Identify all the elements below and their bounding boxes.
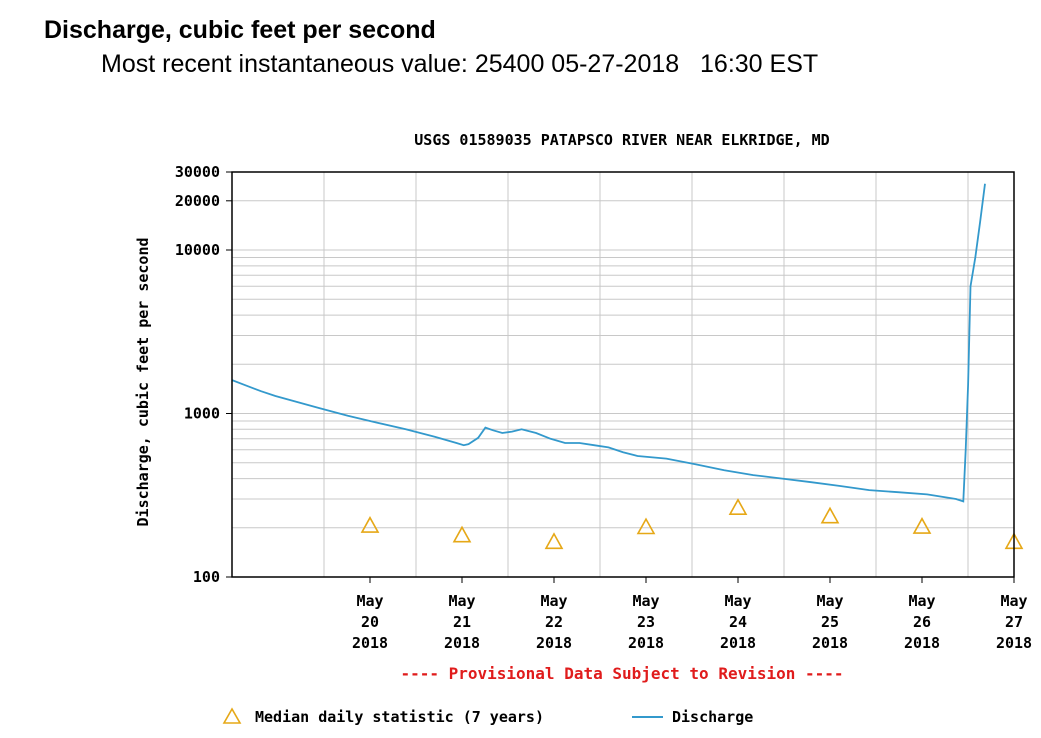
x-tick-label: 2018	[812, 634, 848, 652]
discharge-line	[231, 183, 986, 503]
grid	[232, 172, 1014, 577]
median-marker	[820, 506, 840, 524]
x-tick-label: May	[908, 592, 935, 610]
x-tick-label: 22	[545, 613, 563, 631]
x-tick-label: 2018	[904, 634, 940, 652]
page-title: Discharge, cubic feet per second	[44, 16, 436, 44]
x-tick-label: May	[1000, 592, 1027, 610]
x-tick-label: May	[632, 592, 659, 610]
x-tick-label: May	[540, 592, 567, 610]
plot-frame	[231, 171, 1015, 578]
x-tick-label: 2018	[720, 634, 756, 652]
legend-median-label: Median daily statistic (7 years)	[255, 708, 544, 726]
x-tick-label: 24	[729, 613, 747, 631]
legend: Median daily statistic (7 years) Dischar…	[222, 707, 753, 726]
x-tick-label: 2018	[536, 634, 572, 652]
y-axis-label: Discharge, cubic feet per second	[134, 238, 152, 527]
y-tick-label: 100	[193, 568, 220, 586]
x-tick-label: 26	[913, 613, 931, 631]
median-marker	[452, 525, 472, 543]
x-tick-label: 20	[361, 613, 379, 631]
y-tick-label: 10000	[175, 241, 220, 259]
median-marker	[360, 516, 380, 533]
axes: 100 1000 10000 20000 30000 May 20 2018 May 21 2018…	[175, 163, 1032, 652]
x-tick-label: 2018	[352, 634, 388, 652]
latest-value-text: Most recent instantaneous value: 25400 0…	[101, 50, 819, 78]
x-tick-label: May	[448, 592, 475, 610]
x-tick-label: 21	[453, 613, 471, 631]
provisional-note: ---- Provisional Data Subject to Revisio…	[400, 664, 843, 683]
x-tick-label: 25	[821, 613, 839, 631]
legend-triangle-icon	[222, 707, 242, 724]
x-tick-label: 2018	[996, 634, 1032, 652]
y-tick-label: 30000	[175, 163, 220, 181]
median-marker	[912, 517, 932, 534]
chart-title: USGS 01589035 PATAPSCO RIVER NEAR ELKRID…	[414, 131, 829, 149]
y-tick-label: 1000	[184, 405, 220, 423]
median-marker	[728, 498, 748, 516]
x-tick-label: 23	[637, 613, 655, 631]
median-marker	[636, 517, 656, 535]
x-tick-label: 27	[1005, 613, 1023, 631]
x-tick-label: May	[724, 592, 751, 610]
median-marker	[544, 532, 564, 550]
x-tick-label: May	[816, 592, 843, 610]
x-tick-label: 2018	[444, 634, 480, 652]
series-layer	[231, 183, 1024, 550]
y-tick-label: 20000	[175, 192, 220, 210]
legend-discharge-label: Discharge	[672, 708, 753, 726]
x-tick-label: 2018	[628, 634, 664, 652]
x-tick-label: May	[356, 592, 383, 610]
